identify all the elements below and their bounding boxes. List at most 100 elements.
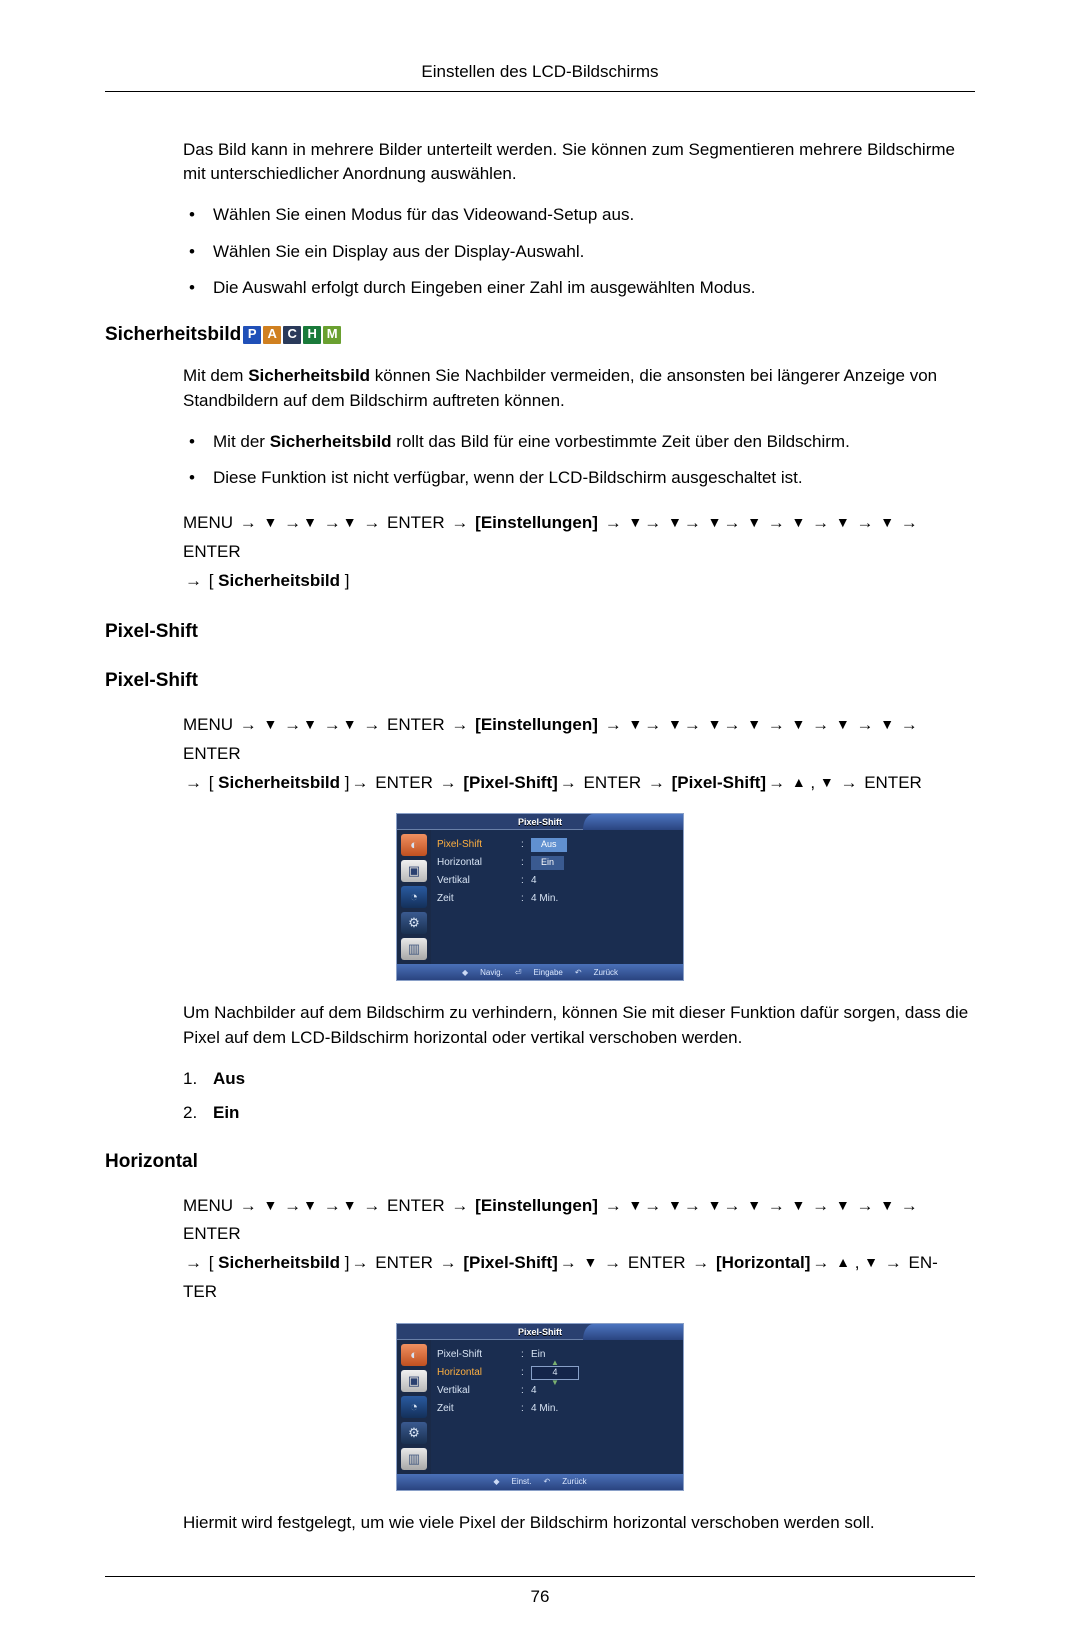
section-sicherheitsbild: Sicherheitsbild P A C H M <box>105 321 975 349</box>
menu-token: ENTER <box>387 1196 445 1215</box>
nav-icon: ◆ <box>462 967 468 979</box>
horizontal-desc: Hiermit wird festgelegt, um wie viele Pi… <box>183 1511 975 1536</box>
intro-bullet-1: Wählen Sie einen Modus für das Videowand… <box>183 203 975 228</box>
badge-h: H <box>303 326 321 344</box>
menu-token: ENTER <box>183 744 241 763</box>
menu-token: Einstellungen <box>481 715 592 734</box>
osd-value: 4 <box>531 1384 537 1399</box>
text-bold: Sicherheitsbild <box>248 366 370 385</box>
option-text: Aus <box>213 1069 245 1088</box>
menu-token: Einstellungen <box>481 513 592 532</box>
badge-c: C <box>283 326 301 344</box>
osd-panel: Pixel-Shift ◐ ▣ ◔ ⚙ ▥ Pixel-Shift:Ein Ho… <box>396 1323 684 1491</box>
pixel-shift-options: 1.Aus 2. Ein <box>183 1067 975 1126</box>
intro-bullet-3: Die Auswahl erfolgt durch Eingeben einer… <box>183 276 975 301</box>
intro-paragraph: Das Bild kann in mehrere Bilder untertei… <box>183 138 975 187</box>
osd-label: Vertikal <box>437 874 521 889</box>
adjust-icon: ◆ <box>493 1476 499 1488</box>
osd-value: 4 Min. <box>531 892 558 907</box>
list-item: 2. Ein <box>183 1101 975 1126</box>
osd-title-bar: Pixel-Shift <box>397 1324 683 1340</box>
osd-icon-picture: ◐ <box>401 834 427 856</box>
heading-horizontal: Horizontal <box>105 1148 975 1176</box>
osd-sidebar-icons: ◐ ▣ ◔ ⚙ ▥ <box>397 1340 431 1474</box>
menu-token: Sicherheitsbild <box>218 571 340 590</box>
menu-token: Pixel-Shift <box>469 773 552 792</box>
osd-label: Zeit <box>437 1402 521 1417</box>
osd-label: Pixel-Shift <box>437 838 521 853</box>
menu-token: ENTER <box>183 542 241 561</box>
menu-token: ENTER <box>584 773 642 792</box>
osd-screenshot-1: Pixel-Shift ◐ ▣ ◔ ⚙ ▥ Pixel-Shift:Aus Ho… <box>105 813 975 981</box>
badge-p: P <box>243 326 261 344</box>
osd-title-text: Pixel-Shift <box>397 816 683 829</box>
osd-content: Pixel-Shift:Ein Horizontal:▲4▼ Vertikal:… <box>431 1340 683 1474</box>
osd-footer: ◆ Einst. ↶ Zurück <box>397 1474 683 1490</box>
text-bold: Sicherheitsbild <box>270 432 392 451</box>
section-title: Sicherheitsbild <box>105 321 241 349</box>
menu-token: MENU <box>183 715 233 734</box>
footer-label: Eingabe <box>534 967 563 979</box>
menu-token: ENTER <box>387 715 445 734</box>
osd-icon-multi: ▥ <box>401 1448 427 1470</box>
page-header: Einstellen des LCD-Bildschirms <box>105 60 975 92</box>
osd-title-bar: Pixel-Shift <box>397 814 683 830</box>
osd-icon-clock: ◔ <box>401 886 427 908</box>
horizontal-menu-path: MENU → ▼ →▼ →▼ → ENTER → [Einstellungen]… <box>183 1192 975 1308</box>
pixel-shift-menu-path: MENU → ▼ →▼ →▼ → ENTER → [Einstellungen]… <box>183 711 975 798</box>
osd-icon-setup: ⚙ <box>401 912 427 934</box>
menu-token: ENTER <box>183 1224 241 1243</box>
footer-label: Zurück <box>562 1476 586 1488</box>
osd-value-spinner: ▲4▼ <box>531 1366 579 1380</box>
osd-screenshot-2: Pixel-Shift ◐ ▣ ◔ ⚙ ▥ Pixel-Shift:Ein Ho… <box>105 1323 975 1491</box>
bullet: Mit der Sicherheitsbild rollt das Bild f… <box>183 430 975 455</box>
back-icon: ↶ <box>575 967 582 979</box>
menu-token: ENTER <box>864 773 922 792</box>
osd-label: Horizontal <box>437 1366 521 1381</box>
osd-icon-picture: ◐ <box>401 1344 427 1366</box>
enter-icon: ⏎ <box>515 967 522 979</box>
osd-label: Zeit <box>437 892 521 907</box>
intro-bullets: Wählen Sie einen Modus für das Videowand… <box>183 203 975 301</box>
pixel-shift-desc: Um Nachbilder auf dem Bildschirm zu verh… <box>183 1001 975 1050</box>
osd-icon-setup: ⚙ <box>401 1422 427 1444</box>
footer-label: Einst. <box>511 1476 531 1488</box>
menu-token: Pixel-Shift <box>469 1253 552 1272</box>
sicherheitsbild-p1: Mit dem Sicherheitsbild können Sie Nachb… <box>183 364 975 413</box>
menu-token: Horizontal <box>722 1253 805 1272</box>
badge-a: A <box>263 326 281 344</box>
bullet: Diese Funktion ist nicht verfügbar, wenn… <box>183 466 975 491</box>
menu-token: Pixel-Shift <box>677 773 760 792</box>
menu-token: Sicherheitsbild <box>218 1253 340 1272</box>
osd-value: 4 <box>531 874 537 889</box>
option-text: Ein <box>213 1103 239 1122</box>
intro-bullet-2: Wählen Sie ein Display aus der Display-A… <box>183 240 975 265</box>
sicherheitsbild-menu-path: MENU → ▼ →▼ →▼ → ENTER → [Einstellungen]… <box>183 509 975 596</box>
menu-token: MENU <box>183 513 233 532</box>
menu-token: ENTER <box>375 773 433 792</box>
menu-token: ENTER <box>628 1253 686 1272</box>
osd-panel: Pixel-Shift ◐ ▣ ◔ ⚙ ▥ Pixel-Shift:Aus Ho… <box>396 813 684 981</box>
text: Mit der <box>213 432 270 451</box>
osd-content: Pixel-Shift:Aus Horizontal:Ein Vertikal:… <box>431 830 683 964</box>
badge-m: M <box>323 326 341 344</box>
osd-label: Pixel-Shift <box>437 1348 521 1363</box>
menu-token: MENU <box>183 1196 233 1215</box>
back-icon: ↶ <box>544 1476 551 1488</box>
osd-icon-multi: ▥ <box>401 938 427 960</box>
menu-token: ENTER <box>387 513 445 532</box>
osd-icon-clock: ◔ <box>401 1396 427 1418</box>
list-item: 1.Aus <box>183 1067 975 1092</box>
osd-value: Aus <box>531 838 567 852</box>
osd-footer: ◆Navig. ⏎Eingabe ↶Zurück <box>397 964 683 980</box>
osd-icon-input: ▣ <box>401 860 427 882</box>
num: 2. <box>183 1101 197 1126</box>
osd-value: 4 Min. <box>531 1402 558 1417</box>
osd-title-text: Pixel-Shift <box>397 1326 683 1339</box>
osd-value: Ein <box>531 856 564 870</box>
heading-pixel-shift-1: Pixel-Shift <box>105 618 975 646</box>
menu-token: Sicherheitsbild <box>218 773 340 792</box>
text: Mit dem <box>183 366 248 385</box>
page-number: 76 <box>105 1576 975 1610</box>
footer-label: Navig. <box>480 967 503 979</box>
